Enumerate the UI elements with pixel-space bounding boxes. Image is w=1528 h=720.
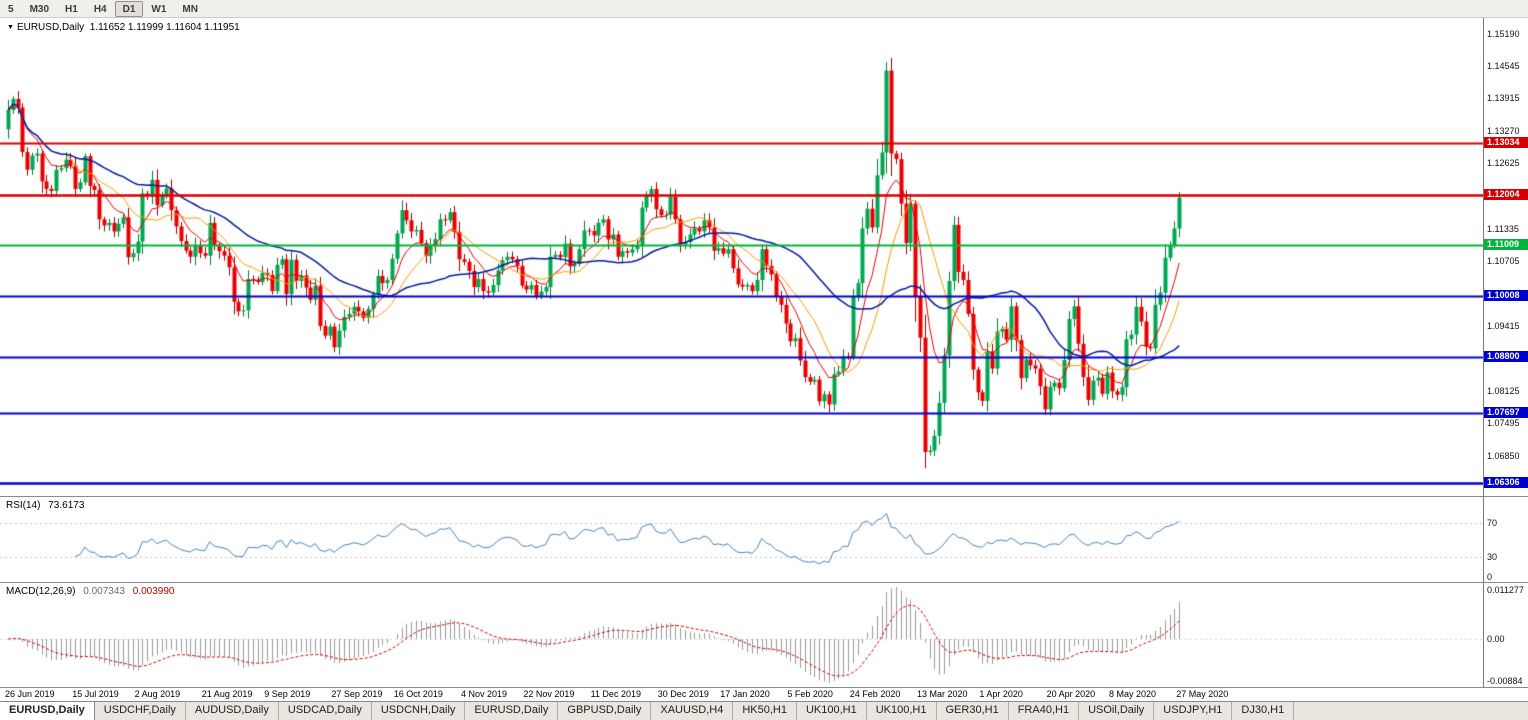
macd-label: MACD(12,26,9) 0.007343 0.003990 [6, 586, 174, 597]
date-axis-label: 2 Aug 2019 [134, 689, 181, 699]
time-axis: 26 Jun 2019 15 Jul 2019 2 Aug 2019 21 Aug 2… [0, 688, 1528, 701]
price-level-tag[interactable]: 1.11009 [1484, 239, 1528, 251]
date-axis-label: 17 Jan 2020 [720, 689, 770, 699]
chart-tab-uk100-h1[interactable]: UK100,H1 [866, 702, 937, 720]
chart-ohlc-values: 1.11652 1.11999 1.11604 1.11951 [89, 22, 240, 33]
price-axis-label: 1.07495 [1487, 417, 1520, 428]
date-axis-label: 5 Feb 2020 [787, 689, 833, 699]
rsi-canvas[interactable] [0, 497, 1483, 582]
date-axis-label: 20 Apr 2020 [1046, 689, 1096, 699]
price-level-tag[interactable]: 1.07697 [1484, 406, 1528, 418]
collapse-arrow-icon[interactable]: ▼ [7, 24, 14, 31]
panel-splitter[interactable] [0, 582, 1528, 583]
price-axis-label: 1.13915 [1487, 93, 1520, 104]
rsi-axis-label: 70 [1487, 517, 1498, 528]
chart-tab-usdcad-daily[interactable]: USDCAD,Daily [278, 702, 372, 720]
chart-area: ▼ EURUSD,Daily 1.11652 1.11999 1.11604 1.… [0, 18, 1528, 701]
chart-tabs-bar: EURUSD,Daily USDCHF,Daily AUDUSD,Daily USDC… [0, 701, 1528, 720]
rsi-label: RSI(14) 73.6173 [6, 500, 84, 511]
chart-tab-fra40-h1[interactable]: FRA40,H1 [1008, 702, 1080, 720]
macd-main-value: 0.007343 [83, 586, 125, 597]
price-axis-label: 1.12625 [1487, 158, 1520, 169]
chart-tab-xauusd-h4[interactable]: XAUUSD,H4 [651, 702, 734, 720]
price-level-tag[interactable]: 1.12004 [1484, 188, 1528, 200]
price-axis-label: 1.06850 [1487, 450, 1520, 461]
chart-tab-dj30-h1[interactable]: DJ30,H1 [1232, 702, 1295, 720]
date-axis-label: 27 Sep 2019 [331, 689, 383, 699]
panel-splitter[interactable] [0, 496, 1528, 497]
chart-tab-gbpusd-daily[interactable]: GBPUSD,Daily [558, 702, 652, 720]
panel-splitter[interactable] [0, 687, 1528, 688]
price-axis-label: 1.15190 [1487, 28, 1520, 39]
date-axis-label: 16 Oct 2019 [393, 689, 443, 699]
chart-tab-usdjpy-h1[interactable]: USDJPY,H1 [1154, 702, 1233, 720]
timeframe-button-mn[interactable]: MN [182, 3, 198, 15]
chart-tab-hk50-h1[interactable]: HK50,H1 [733, 702, 797, 720]
price-level-tag[interactable]: 1.10008 [1484, 289, 1528, 301]
rsi-panel: RSI(14) 73.6173 70 30 0 [0, 497, 1528, 582]
rsi-axis: 70 30 0 [1483, 497, 1528, 582]
date-axis-label: 1 Apr 2020 [979, 689, 1023, 699]
price-axis-label: 1.08125 [1487, 386, 1520, 397]
timeframe-toolbar: 5 M30 H1 H4 D1 W1 MN [0, 0, 1528, 18]
price-axis: 1.15190 1.14545 1.13915 1.13270 1.12625 1.113… [1483, 18, 1528, 496]
macd-canvas[interactable] [0, 583, 1483, 687]
chart-tab-audusd-daily[interactable]: AUDUSD,Daily [185, 702, 279, 720]
date-axis-label: 21 Aug 2019 [201, 689, 253, 699]
macd-axis-label: -0.00884 [1487, 676, 1523, 686]
price-level-tag[interactable]: 1.08800 [1484, 350, 1528, 362]
date-axis-label: 22 Nov 2019 [523, 689, 575, 699]
timeframe-button-w1[interactable]: W1 [151, 3, 167, 15]
macd-signal-value: 0.003990 [132, 586, 175, 597]
chart-tab-eurusd-daily[interactable]: EURUSD,Daily [0, 702, 95, 720]
macd-axis: 0.011277 0.00 -0.00884 [1483, 583, 1528, 687]
price-level-tag[interactable]: 1.06306 [1484, 477, 1528, 489]
date-axis-label: 8 May 2020 [1109, 689, 1157, 699]
chart-symbol-label: EURUSD,Daily [16, 22, 85, 33]
chart-tab-eurusd-daily[interactable]: EURUSD,Daily [465, 702, 559, 720]
macd-axis-label: 0.00 [1487, 633, 1505, 644]
price-axis-label: 1.13270 [1487, 125, 1520, 136]
timeframe-button-h1[interactable]: H1 [65, 3, 78, 15]
main-chart-panel: ▼ EURUSD,Daily 1.11652 1.11999 1.11604 1.… [0, 18, 1528, 496]
timeframe-button-m30[interactable]: M30 [29, 3, 50, 15]
price-level-tag[interactable]: 1.13034 [1484, 136, 1528, 148]
timeframe-button-5[interactable]: 5 [8, 3, 14, 15]
price-axis-label: 1.10705 [1487, 255, 1520, 266]
date-axis-label: 27 May 2020 [1176, 689, 1229, 699]
rsi-name: RSI(14) [6, 500, 41, 511]
macd-panel: MACD(12,26,9) 0.007343 0.003990 0.011277… [0, 583, 1528, 687]
chart-tab-ger30-h1[interactable]: GER30,H1 [936, 702, 1009, 720]
rsi-value: 73.6173 [48, 500, 85, 511]
rsi-axis-label: 30 [1487, 551, 1498, 562]
date-axis-label: 15 Jul 2019 [72, 689, 119, 699]
date-axis-label: 11 Dec 2019 [590, 689, 641, 699]
price-chart-canvas[interactable] [0, 18, 1483, 496]
timeframe-button-h4[interactable]: H4 [93, 3, 107, 15]
chart-tab-usoil-daily[interactable]: USOil,Daily [1079, 702, 1155, 720]
date-axis-label: 24 Feb 2020 [849, 689, 901, 699]
date-axis-label: 9 Sep 2019 [264, 689, 311, 699]
timeframe-button-d1[interactable]: D1 [114, 0, 144, 17]
chart-tab-uk100-h1[interactable]: UK100,H1 [796, 702, 867, 720]
chart-tab-usdcnh-daily[interactable]: USDCNH,Daily [371, 702, 466, 720]
date-axis-label: 26 Jun 2019 [5, 689, 55, 699]
date-axis-label: 4 Nov 2019 [461, 689, 508, 699]
date-axis-label: 30 Dec 2019 [657, 689, 709, 699]
macd-axis-label: 0.011277 [1487, 585, 1524, 595]
chart-title: ▼ EURUSD,Daily 1.11652 1.11999 1.11604 1.… [7, 22, 240, 33]
chart-tab-usdchf-daily[interactable]: USDCHF,Daily [94, 702, 186, 720]
price-axis-label: 1.09415 [1487, 320, 1520, 331]
macd-name: MACD(12,26,9) [6, 586, 76, 597]
price-axis-label: 1.11335 [1487, 223, 1519, 234]
price-axis-label: 1.14545 [1487, 61, 1520, 72]
date-axis-label: 13 Mar 2020 [917, 689, 968, 699]
rsi-axis-label: 0 [1487, 572, 1493, 582]
